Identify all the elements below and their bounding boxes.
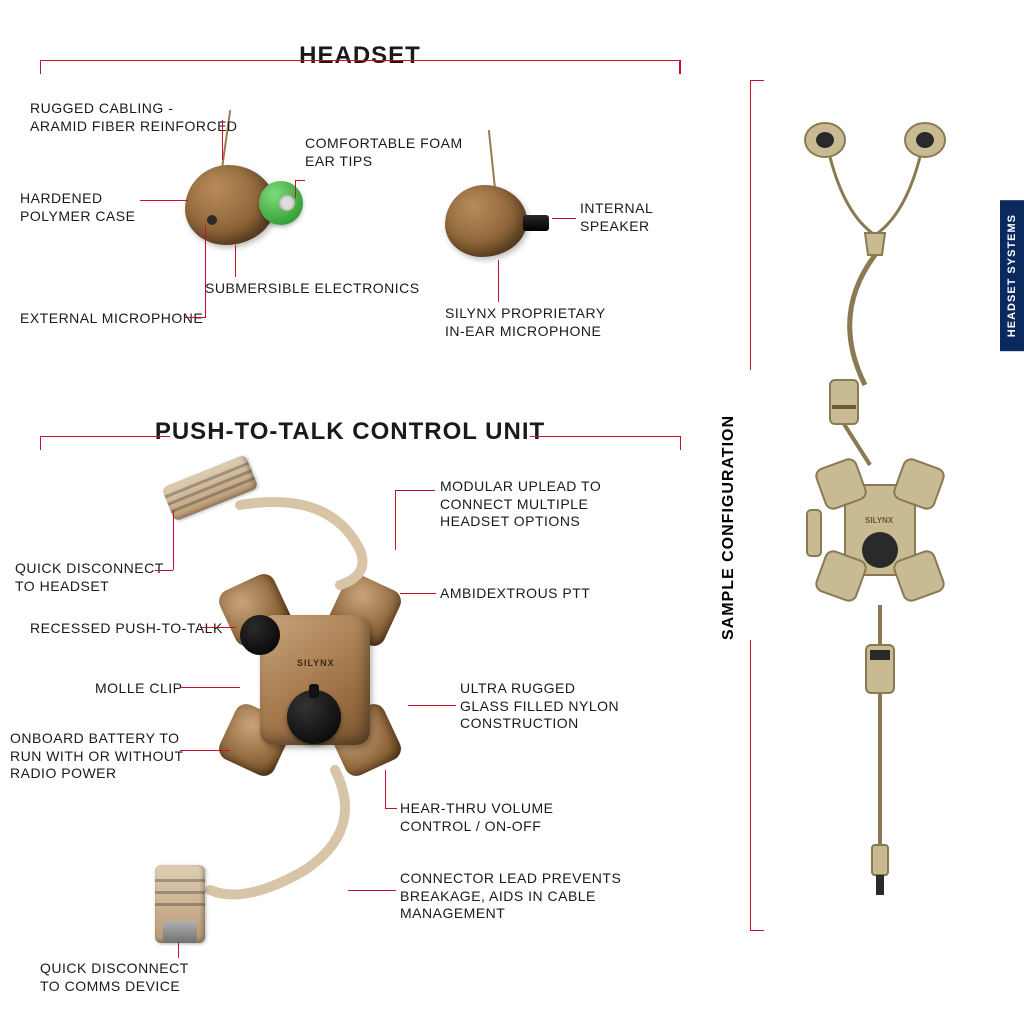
sample-br-v2 — [750, 640, 751, 930]
svg-text:SILYNX: SILYNX — [865, 516, 894, 525]
ptt-bracket-right — [530, 436, 680, 437]
ptt-bracket-ltick — [40, 436, 41, 450]
sample-config-illustration: SILYNX — [770, 85, 980, 935]
callout-modular-uplead: MODULAR UPLEAD TO CONNECT MULTIPLE HEADS… — [440, 478, 601, 531]
sample-config-title: SAMPLE CONFIGURATION — [720, 380, 738, 640]
headset-bracket-left — [40, 60, 270, 61]
wire-bottom — [185, 760, 385, 920]
callout-qd-headset: QUICK DISCONNECT TO HEADSET — [15, 560, 164, 595]
callout-hearthru: HEAR-THRU VOLUME CONTROL / ON-OFF — [400, 800, 553, 835]
leader-ht-h — [385, 808, 397, 809]
callout-recessed: RECESSED PUSH-TO-TALK — [30, 620, 223, 638]
leader-ht-v — [385, 770, 386, 808]
callout-foam-tips: COMFORTABLE FOAM EAR TIPS — [305, 135, 463, 170]
leader-qdc — [178, 942, 179, 958]
sample-br-bot — [750, 930, 764, 931]
earbud-right — [445, 185, 527, 257]
leader-foam-v — [295, 180, 296, 198]
callout-ext-mic: EXTERNAL MICROPHONE — [20, 310, 203, 328]
leader-speaker — [552, 218, 576, 219]
callout-hardened-case: HARDENED POLYMER CASE — [20, 190, 135, 225]
leader-extmic-h — [185, 317, 205, 318]
callout-connector-lead: CONNECTOR LEAD PREVENTS BREAKAGE, AIDS I… — [400, 870, 621, 923]
callout-qd-comms: QUICK DISCONNECT TO COMMS DEVICE — [40, 960, 189, 995]
headset-bracket-ltick — [40, 60, 41, 74]
callout-ultra-rugged: ULTRA RUGGED GLASS FILLED NYLON CONSTRUC… — [460, 680, 619, 733]
leader-extmic-v — [205, 225, 206, 318]
leader-connlead — [348, 890, 396, 891]
leader-rugged2 — [408, 705, 456, 706]
ptt-bracket-rtick — [680, 436, 681, 450]
earbud-left — [185, 165, 275, 245]
leader-batt — [180, 750, 230, 751]
ptt-title: PUSH-TO-TALK CONTROL UNIT — [110, 418, 590, 446]
headset-bracket — [40, 60, 680, 74]
callout-int-speaker: INTERNAL SPEAKER — [580, 200, 653, 235]
callout-battery: ONBOARD BATTERY TO RUN WITH OR WITHOUT R… — [10, 730, 184, 783]
leader-foam-h — [295, 180, 305, 181]
sample-br-top — [750, 80, 764, 81]
callout-submersible: SUBMERSIBLE ELECTRONICS — [205, 280, 420, 298]
headset-bracket-right — [450, 60, 680, 61]
leader-rugged — [222, 120, 223, 160]
sample-br-v1 — [750, 80, 751, 370]
leader-submersible — [235, 245, 236, 277]
ptt-logo-text: SILYNX — [297, 658, 335, 668]
headset-bracket-rtick — [680, 60, 681, 74]
leader-qdh-h — [155, 570, 173, 571]
callout-molle: MOLLE CLIP — [95, 680, 182, 698]
leader-hardened — [140, 200, 188, 201]
connector-bottom — [155, 865, 205, 943]
leader-inear — [498, 260, 499, 302]
callout-ambidextrous: AMBIDEXTROUS PTT — [440, 585, 590, 603]
side-tab-headset-systems: HEADSET SYSTEMS — [1000, 200, 1024, 351]
leader-uplead-h — [395, 490, 435, 491]
leader-recessed — [200, 627, 236, 628]
wire-top — [220, 480, 400, 600]
ptt-bracket-left — [40, 436, 170, 437]
leader-qdh-v — [173, 510, 174, 570]
leader-molle — [180, 687, 240, 688]
callout-inear-mic: SILYNX PROPRIETARY IN-EAR MICROPHONE — [445, 305, 606, 340]
leader-uplead-v — [395, 490, 396, 550]
callout-rugged-cabling: RUGGED CABLING - ARAMID FIBER REINFORCED — [30, 100, 238, 135]
leader-ambi — [400, 593, 436, 594]
